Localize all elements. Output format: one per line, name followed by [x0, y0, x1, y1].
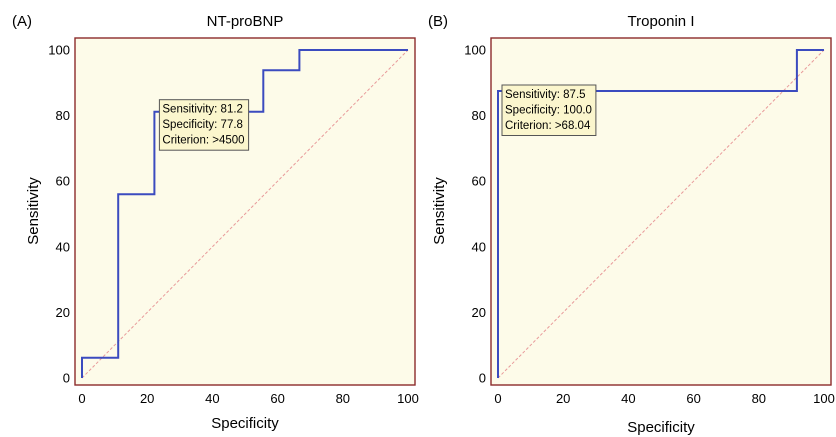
- panel-b-y-tick-label: 40: [472, 239, 486, 254]
- panel-a-note-criterion: Criterion: >4500: [162, 135, 244, 147]
- panel-a-reference-diagonal: [81, 49, 409, 379]
- panel-a-letter: (A): [12, 13, 32, 30]
- panel-a: (A) NT-proBNP 0 20 40 60 80 100 0 20 40 …: [12, 13, 419, 432]
- panel-a-roc-curve: [81, 49, 408, 378]
- panel-a-criterion-box: [158, 99, 250, 151]
- panel-b-x-tick-label: 40: [621, 391, 635, 406]
- panel-a-y-tick-label: 0: [63, 371, 70, 386]
- panel-b-criterion-note: Sensitivity: 87.5 Specificity: 100.0 Cri…: [501, 84, 597, 136]
- panel-b-roc-curve: [497, 49, 824, 378]
- panel-a-x-tick-label: 40: [205, 391, 219, 406]
- panel-a-x-axis-label: Specificity: [211, 415, 279, 432]
- panel-a-x-tick-label: 60: [270, 391, 284, 406]
- panel-b-x-axis: 0 20 40 60 80 100: [494, 391, 834, 406]
- panel-b-y-axis: 0 20 40 60 80 100: [464, 43, 486, 386]
- panel-a-x-axis: 0 20 40 60 80 100: [78, 391, 418, 406]
- panel-b-reference-diagonal: [497, 49, 825, 379]
- panel-b-title: Troponin I: [628, 13, 695, 30]
- panel-a-plot-frame: [74, 37, 416, 386]
- panel-a-title: NT-proBNP: [207, 13, 284, 30]
- panel-b-y-tick-label: 60: [472, 174, 486, 189]
- panel-b-x-tick-label: 100: [813, 391, 835, 406]
- panel-a-note-specificity: Specificity: 77.8: [162, 119, 243, 131]
- panel-a-y-axis-label: Sensitivity: [25, 177, 42, 245]
- panel-a-y-tick-label: 40: [56, 239, 70, 254]
- panel-b-x-tick-label: 20: [556, 391, 570, 406]
- panel-b-note-criterion: Criterion: >68.04: [505, 120, 591, 132]
- panel-a-y-tick-label: 80: [56, 108, 70, 123]
- panel-b-criterion-box: [501, 84, 597, 136]
- panel-b-plot-frame: [490, 37, 832, 386]
- panel-a-note-sensitivity: Sensitivity: 81.2: [162, 104, 243, 116]
- panel-b-note-specificity: Specificity: 100.0: [505, 105, 592, 117]
- panel-a-y-axis: 0 20 40 60 80 100: [48, 43, 70, 386]
- panel-a-y-tick-label: 20: [56, 305, 70, 320]
- panel-b-x-tick-label: 0: [494, 391, 501, 406]
- panel-a-x-tick-label: 0: [78, 391, 85, 406]
- panel-b-x-tick-label: 60: [686, 391, 700, 406]
- panel-a-x-tick-label: 20: [140, 391, 154, 406]
- panel-b-y-tick-label: 100: [464, 43, 486, 58]
- panel-b-note-sensitivity: Sensitivity: 87.5: [505, 89, 586, 101]
- panel-b-y-tick-label: 0: [479, 371, 486, 386]
- panel-a-plot-area: [75, 38, 415, 385]
- panel-b-letter: (B): [428, 13, 448, 30]
- panel-b-x-tick-label: 80: [752, 391, 766, 406]
- panel-b-y-tick-label: 20: [472, 305, 486, 320]
- panel-b-x-axis-label: Specificity: [627, 419, 695, 436]
- panel-a-criterion-note: Sensitivity: 81.2 Specificity: 77.8 Crit…: [158, 99, 250, 151]
- panel-a-x-tick-label: 80: [336, 391, 350, 406]
- panel-a-y-tick-label: 100: [48, 43, 70, 58]
- panel-b-y-axis-label: Sensitivity: [431, 177, 448, 245]
- panel-a-x-tick-label: 100: [397, 391, 419, 406]
- panel-b-y-tick-label: 80: [472, 108, 486, 123]
- panel-a-y-tick-label: 60: [56, 174, 70, 189]
- panel-b: (B) Troponin I 0 20 40 60 80 100 0 20 40…: [428, 13, 835, 436]
